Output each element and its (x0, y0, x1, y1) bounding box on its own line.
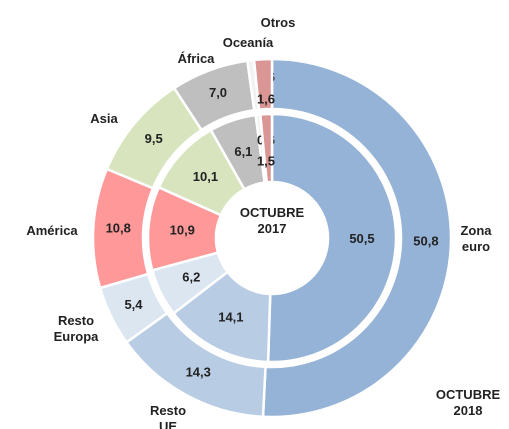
value-label: 10,1 (193, 169, 218, 184)
value-label: 14,3 (186, 365, 211, 380)
value-label: 14,1 (218, 309, 243, 324)
category-label: África (178, 51, 216, 66)
category-label: Asia (90, 111, 118, 126)
value-label: 1,5 (257, 153, 275, 168)
value-label: 10,9 (170, 222, 195, 237)
category-label: Resto Europa (54, 313, 100, 344)
value-label: 10,8 (106, 221, 131, 236)
value-label: 6,1 (234, 144, 252, 159)
value-label: 6,2 (182, 269, 200, 284)
donut-slice (252, 57, 274, 112)
category-label: América (26, 223, 78, 238)
value-label: 7,0 (209, 85, 227, 100)
category-label: Otros (261, 15, 296, 30)
donut-slice (266, 112, 398, 364)
value-label: 50,5 (349, 231, 374, 246)
inner-ring-title: OCTUBRE 2017 (240, 205, 305, 236)
value-label: 50,8 (413, 233, 438, 248)
donut-slice (261, 57, 453, 419)
value-label: 5,4 (124, 297, 143, 312)
category-label: Resto UE (150, 403, 186, 429)
value-label: 9,5 (145, 131, 163, 146)
category-label: Oceanía (223, 35, 274, 50)
category-label: Zona euro (460, 223, 492, 254)
value-label: 1,6 (257, 91, 275, 106)
outer-ring-title: OCTUBRE 2018 (436, 387, 501, 418)
donut-slice (258, 112, 274, 184)
